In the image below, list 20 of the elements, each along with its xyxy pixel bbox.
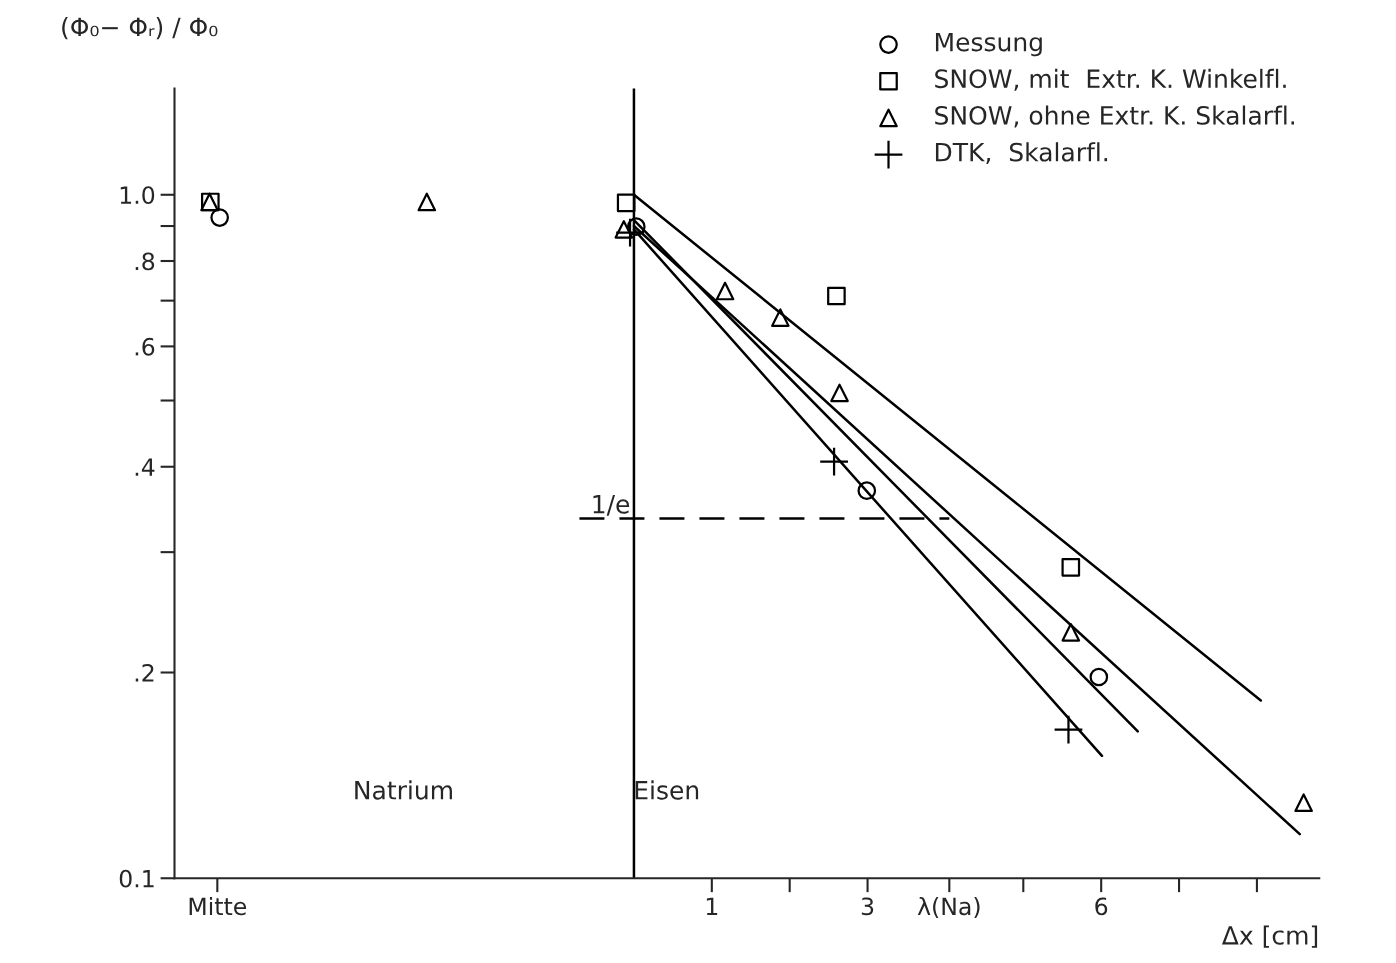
y-tick-label: 1.0 — [120, 186, 155, 205]
y-tick-label: .8 — [135, 252, 155, 271]
y-tick-label: .6 — [135, 337, 155, 356]
legend-label: SNOW, ohne Extr. K. Skalarfl. — [935, 105, 1295, 128]
annotation: Natrium — [355, 780, 452, 800]
x-tick-label: λ(Na) — [917, 897, 980, 919]
x-axis-title: Δx [cm] — [1221, 925, 1318, 948]
legend-label: Messung — [935, 32, 1042, 57]
legend-label: SNOW, mit Extr. K. Winkelfl. — [935, 68, 1286, 91]
x-tick-label: 6 — [1095, 897, 1108, 916]
annotation: Eisen — [635, 780, 699, 800]
x-tick-label: 1 — [706, 897, 718, 915]
x-tick-label: 3 — [861, 897, 874, 916]
y-tick-label: .2 — [135, 663, 154, 682]
y-tick-label: .4 — [135, 458, 155, 476]
y-tick-label: 0.1 — [119, 869, 154, 888]
annotation: 1/e — [593, 495, 630, 516]
y-axis-title: (Φ₀− Φᵣ) / Φ₀ — [62, 17, 218, 40]
legend-label: DTK, Skalarfl. — [935, 142, 1108, 165]
x-tick-label: Mitte — [189, 897, 247, 916]
